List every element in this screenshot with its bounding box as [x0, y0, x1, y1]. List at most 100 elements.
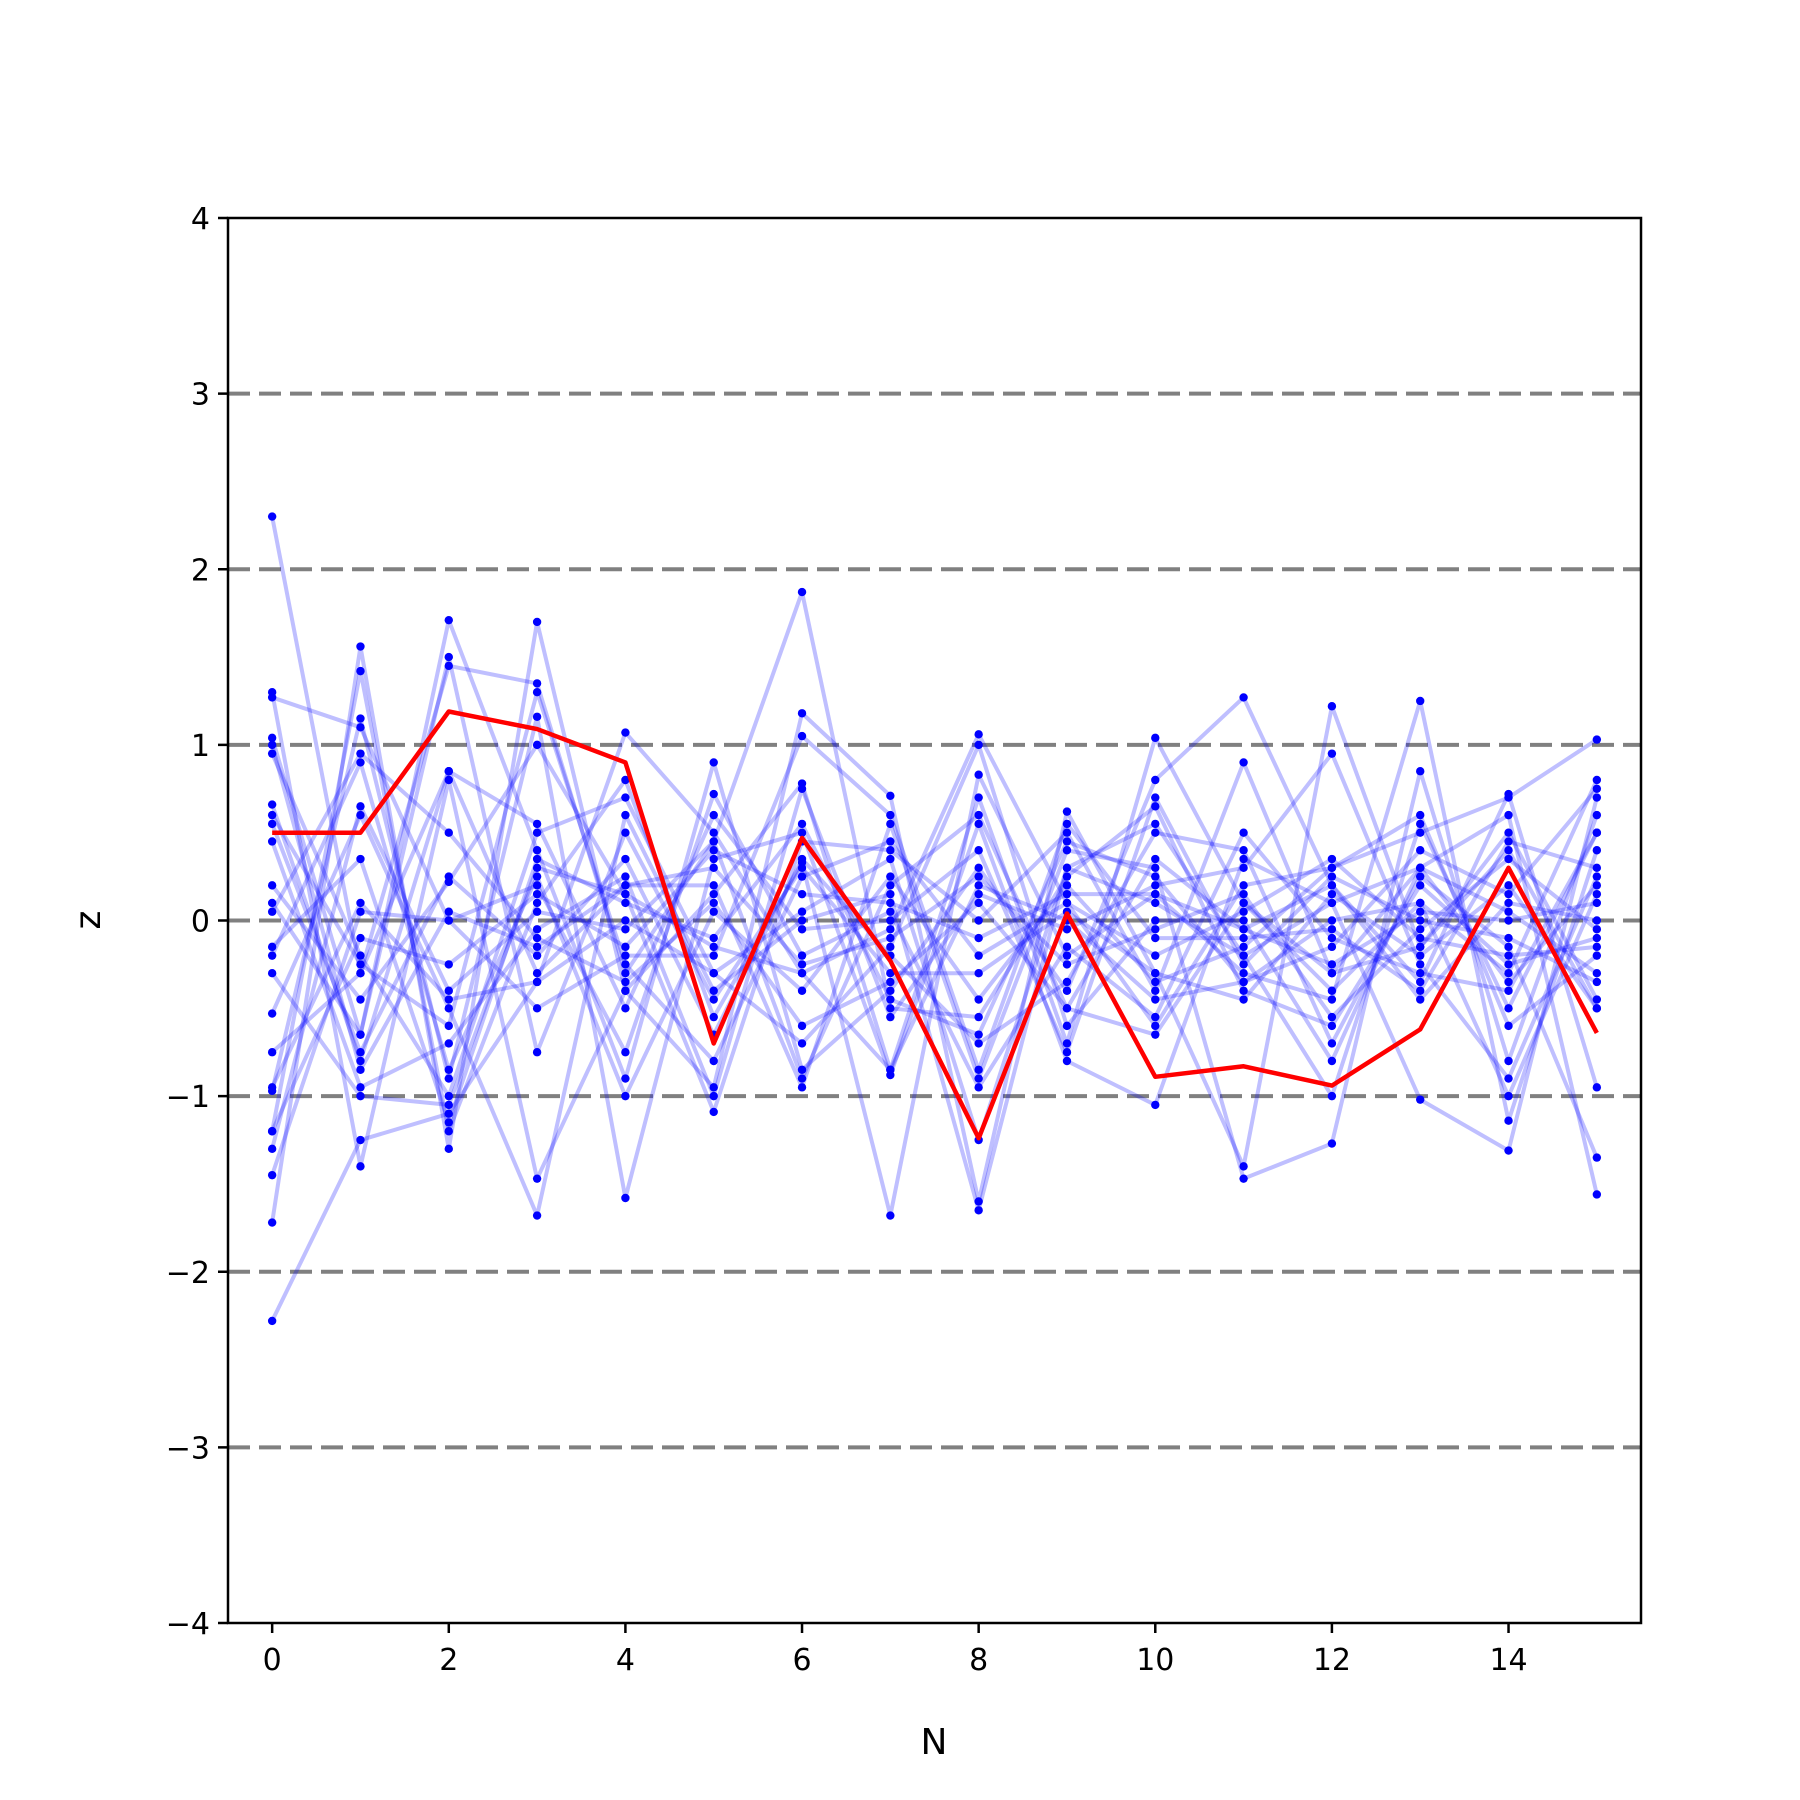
data-point	[1062, 898, 1072, 908]
data-point	[532, 1174, 542, 1183]
data-point	[1327, 942, 1337, 952]
data-point	[356, 951, 365, 960]
data-point	[1062, 872, 1072, 881]
data-point	[532, 819, 542, 829]
data-point	[1151, 802, 1160, 811]
background-series-line	[270, 823, 1599, 1159]
data-point	[1592, 889, 1602, 899]
data-point	[709, 758, 718, 767]
data-point	[1504, 933, 1513, 943]
data-point	[1062, 1048, 1072, 1057]
data-point	[1239, 898, 1248, 908]
data-point	[1239, 977, 1248, 987]
data-point	[356, 1056, 365, 1066]
data-point	[532, 1048, 542, 1057]
data-point	[1151, 916, 1160, 925]
data-point	[1062, 863, 1072, 873]
data-point	[974, 1065, 983, 1074]
data-point	[709, 881, 718, 890]
data-point	[886, 1012, 895, 1022]
data-point	[797, 968, 807, 978]
data-point	[886, 977, 895, 987]
data-point	[797, 1039, 807, 1048]
data-point	[1416, 881, 1425, 890]
data-point	[621, 986, 630, 995]
background-series-line	[270, 744, 1599, 1072]
data-point	[1151, 951, 1160, 960]
data-point	[267, 1218, 277, 1227]
data-point	[356, 723, 365, 732]
data-point	[621, 942, 630, 952]
data-point	[1592, 942, 1602, 952]
data-point	[532, 898, 542, 908]
data-point	[974, 898, 983, 908]
background-series-line	[270, 516, 1598, 1028]
data-point	[1151, 872, 1160, 881]
background-series-line	[270, 769, 1599, 1181]
data-point	[1239, 942, 1248, 952]
data-point	[1239, 758, 1248, 767]
data-point	[797, 1074, 807, 1083]
background-series-group	[267, 512, 1602, 1326]
data-point	[1416, 977, 1425, 987]
data-point	[1062, 951, 1072, 960]
data-point	[886, 986, 895, 995]
data-point	[886, 933, 895, 943]
data-point	[444, 1100, 453, 1110]
y-axis-label: z	[68, 911, 109, 930]
data-point	[621, 1004, 630, 1013]
data-point	[267, 907, 277, 916]
background-series-line	[270, 742, 1599, 1195]
x-tick-label: 8	[969, 1643, 988, 1678]
data-point	[1592, 1153, 1602, 1162]
data-point	[709, 846, 718, 855]
data-point	[1592, 881, 1602, 890]
data-point	[532, 712, 542, 721]
data-point	[1239, 693, 1248, 702]
data-point	[444, 1127, 453, 1136]
background-series-line	[271, 695, 1598, 1072]
data-point	[797, 951, 807, 960]
data-point	[267, 810, 277, 820]
data-point	[1592, 784, 1602, 793]
data-point	[1327, 889, 1337, 899]
data-point	[1239, 846, 1248, 855]
data-point	[532, 846, 542, 855]
data-point	[1062, 986, 1072, 995]
data-point	[1327, 863, 1337, 873]
data-point	[1151, 977, 1160, 987]
data-point	[532, 863, 542, 873]
data-point	[886, 791, 895, 801]
data-point	[1592, 872, 1602, 881]
data-point	[709, 995, 718, 1004]
data-point	[1416, 933, 1425, 943]
data-point	[709, 828, 718, 837]
data-point	[1239, 907, 1248, 916]
data-point	[532, 881, 542, 890]
data-point	[974, 881, 983, 890]
data-point	[1327, 1091, 1337, 1101]
data-point	[974, 846, 983, 855]
data-point	[886, 907, 895, 916]
data-point	[621, 881, 630, 890]
data-point	[974, 968, 983, 978]
background-series-line	[270, 669, 1599, 1218]
data-point	[444, 916, 453, 925]
data-point	[621, 977, 630, 987]
data-point	[886, 854, 895, 864]
data-point	[356, 898, 365, 908]
y-tick-label: 4	[191, 202, 210, 237]
data-point	[709, 1056, 718, 1066]
data-point	[444, 775, 453, 785]
data-point	[267, 693, 277, 702]
data-point	[1151, 1100, 1160, 1110]
data-point	[1327, 968, 1337, 978]
data-point	[1239, 881, 1248, 890]
data-point	[1504, 916, 1513, 925]
data-point	[1592, 977, 1602, 987]
background-series-line	[270, 865, 1599, 1107]
background-series-line	[270, 742, 1598, 1099]
data-point	[621, 1091, 630, 1101]
x-tick-label: 6	[792, 1643, 811, 1678]
data-point	[1062, 819, 1072, 829]
